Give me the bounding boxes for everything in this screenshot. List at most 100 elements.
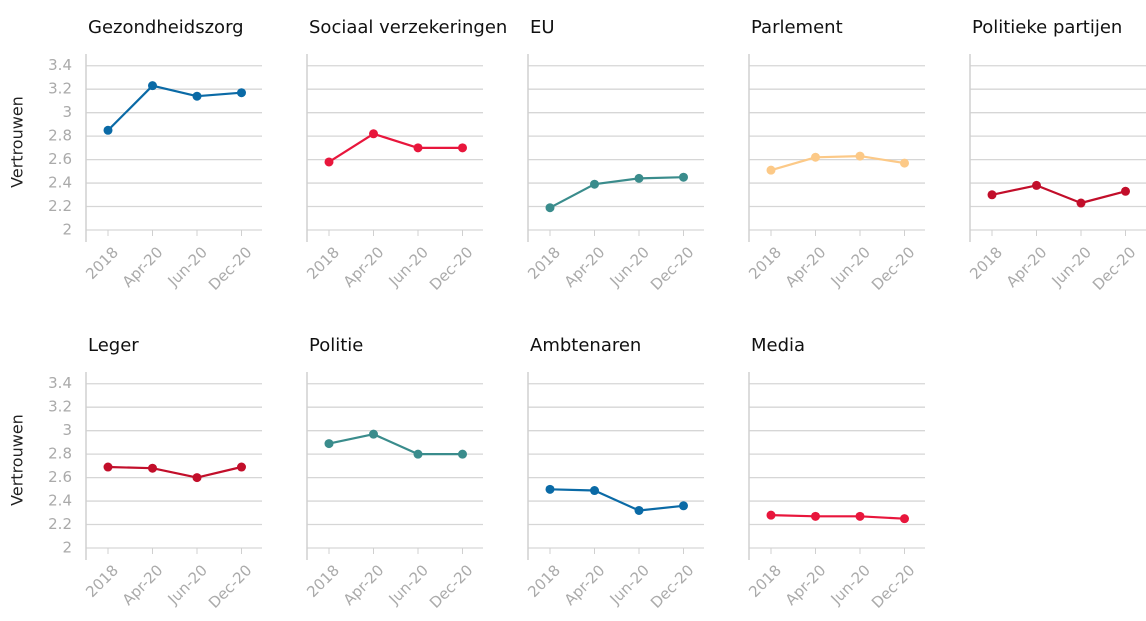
x-tick-label: Dec-20	[205, 243, 256, 294]
y-axis-label: Vertrouwen	[8, 96, 27, 188]
x-tick-label: Apr-20	[340, 243, 388, 291]
x-tick-label: Apr-20	[782, 561, 830, 609]
point	[1076, 198, 1086, 208]
point	[545, 484, 555, 494]
y-tick-label: 3.4	[48, 56, 72, 74]
x-tick-label: 2018	[745, 561, 785, 601]
point	[766, 510, 776, 520]
point	[413, 449, 423, 459]
line	[991, 184, 1126, 205]
x-tick-label: Apr-20	[340, 561, 388, 609]
point	[458, 449, 467, 459]
y-tick-label: 3.4	[48, 374, 72, 392]
x-tick-label: Dec-20	[868, 243, 919, 294]
y-tick-label: 2.4	[48, 492, 72, 510]
point	[324, 157, 334, 167]
x-tick-label: Apr-20	[561, 561, 609, 609]
point	[148, 81, 157, 91]
panel-title: Politie	[309, 335, 363, 356]
panel-title: Parlement	[751, 17, 843, 38]
x-tick-label: Jun-20	[385, 561, 432, 608]
panel-title: Sociaal verzekeringen	[309, 17, 507, 38]
panel-title: Ambtenaren	[530, 335, 641, 356]
point	[148, 463, 157, 473]
point	[1121, 186, 1130, 196]
line	[770, 155, 905, 172]
x-tick-label: 2018	[303, 243, 343, 283]
point	[369, 129, 378, 139]
panel: Sociaal verzekeringen 2018Apr-20Jun-20Dec…	[303, 17, 507, 294]
point	[458, 143, 467, 153]
panel-title: Media	[751, 335, 805, 356]
point	[634, 173, 644, 183]
x-tick-label: 2018	[745, 243, 785, 283]
point	[1032, 180, 1041, 190]
x-tick-label: Jun-20	[164, 561, 211, 608]
y-tick-label: 3	[62, 103, 72, 121]
x-tick-label: Jun-20	[1048, 243, 1095, 290]
x-tick-label: Jun-20	[827, 561, 874, 608]
x-tick-label: Dec-20	[426, 561, 477, 612]
y-tick-label: 2.4	[48, 174, 72, 192]
x-tick-label: Dec-20	[647, 243, 698, 294]
x-tick-label: Dec-20	[1089, 243, 1140, 294]
point	[900, 158, 909, 168]
line	[770, 514, 905, 520]
x-tick-label: Jun-20	[164, 243, 211, 290]
x-tick-label: Apr-20	[782, 243, 830, 291]
point	[590, 179, 599, 189]
x-tick-label: Apr-20	[1003, 243, 1051, 291]
point	[192, 91, 202, 101]
x-tick-label: 2018	[82, 243, 122, 283]
y-axis-label: Vertrouwen	[8, 414, 27, 506]
x-tick-label: Apr-20	[119, 243, 167, 291]
point	[103, 462, 113, 472]
line	[328, 132, 463, 163]
point	[103, 125, 113, 135]
point	[987, 190, 997, 200]
y-tick-label: 3	[62, 421, 72, 439]
point	[634, 505, 644, 515]
panel-title: Politieke partijen	[972, 17, 1122, 38]
panel: Leger 2 2.2 2.4 2.6 2.8 3 3.2 3.4 Vertrouwen 2018A…	[8, 335, 262, 612]
y-tick-label: 2.6	[48, 468, 72, 486]
x-tick-label: Dec-20	[426, 243, 477, 294]
x-tick-label: 2018	[524, 561, 564, 601]
line	[549, 176, 684, 209]
y-tick-label: 2	[62, 221, 72, 239]
x-tick-label: Dec-20	[647, 561, 698, 612]
point	[679, 501, 688, 511]
point	[545, 203, 555, 213]
panel: Gezondheidszorg 2 2.2 2.4 2.6 2.8 3 3.2 3.4 Vertr…	[8, 17, 262, 294]
line	[107, 84, 242, 132]
y-tick-label: 3.2	[48, 80, 72, 98]
x-tick-label: Apr-20	[119, 561, 167, 609]
y-tick-label: 2.6	[48, 150, 72, 168]
point	[369, 429, 378, 439]
x-tick-label: Jun-20	[827, 243, 874, 290]
point	[900, 514, 909, 524]
x-tick-label: 2018	[524, 243, 564, 283]
point	[237, 88, 246, 98]
point	[590, 486, 599, 496]
y-tick-label: 2	[62, 539, 72, 557]
point	[679, 172, 688, 182]
point	[766, 165, 776, 175]
point	[324, 439, 334, 449]
y-tick-label: 3.2	[48, 398, 72, 416]
x-tick-label: Apr-20	[561, 243, 609, 291]
x-tick-label: Dec-20	[205, 561, 256, 612]
point	[192, 473, 202, 483]
x-tick-label: 2018	[303, 561, 343, 601]
point	[855, 511, 865, 521]
x-tick-label: Jun-20	[606, 243, 653, 290]
x-tick-label: Dec-20	[868, 561, 919, 612]
